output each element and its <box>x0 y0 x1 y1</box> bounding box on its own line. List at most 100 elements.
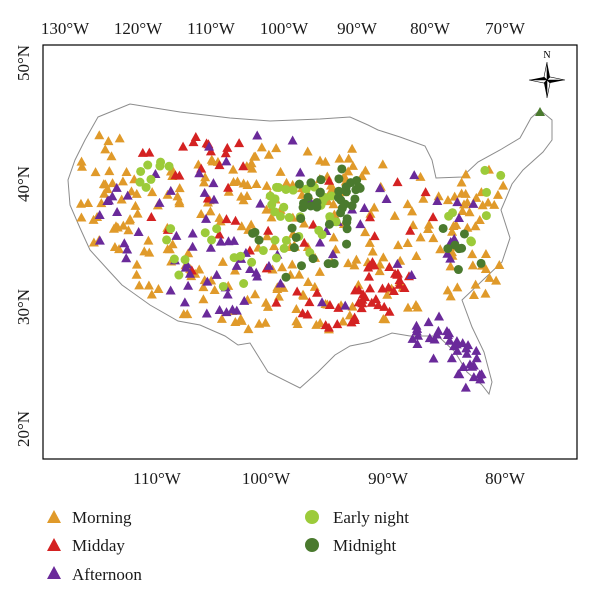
morning-marker <box>143 235 154 245</box>
afternoon-marker <box>187 241 198 251</box>
afternoon-marker <box>179 297 190 307</box>
bottom-tick-label: 80°W <box>485 469 526 488</box>
morning-marker <box>261 297 272 307</box>
afternoon-marker <box>287 135 298 145</box>
morning-marker <box>83 197 94 207</box>
midnight-marker <box>334 186 344 196</box>
early-night-marker <box>212 224 222 234</box>
morning-marker <box>471 192 482 202</box>
morning-marker <box>343 153 354 163</box>
morning-marker <box>153 284 164 294</box>
midnight-marker <box>535 107 545 116</box>
morning-marker <box>261 180 272 190</box>
midnight-marker <box>287 223 297 233</box>
top-tick-label: 80°W <box>410 19 451 38</box>
midday-marker <box>221 214 232 224</box>
midday-marker <box>238 161 249 171</box>
morning-marker <box>200 172 211 182</box>
morning-marker <box>326 180 337 190</box>
morning-marker <box>442 195 453 205</box>
morning-marker <box>75 198 86 208</box>
latitude-tick-label: 50°N <box>14 45 33 81</box>
morning-marker <box>374 266 385 276</box>
midday-marker <box>379 301 390 311</box>
morning-marker <box>229 265 240 275</box>
afternoon-marker <box>295 167 306 177</box>
afternoon-marker <box>122 244 133 254</box>
afternoon-marker <box>263 260 274 270</box>
early-night-marker <box>272 182 282 192</box>
afternoon-marker <box>121 253 132 263</box>
midnight-marker <box>342 224 352 234</box>
afternoon-marker <box>171 230 182 240</box>
morning-marker <box>117 176 128 186</box>
morning-marker <box>292 318 303 328</box>
afternoon-marker <box>412 338 423 348</box>
morning-marker <box>423 219 434 229</box>
morning-marker <box>114 244 125 254</box>
morning-marker <box>216 313 227 323</box>
morning-marker <box>102 184 113 194</box>
midday-marker <box>299 237 310 247</box>
morning-marker <box>250 289 261 299</box>
early-night-marker <box>279 243 289 253</box>
midday-marker <box>222 142 233 152</box>
midnight-marker <box>248 228 258 238</box>
morning-marker <box>492 189 503 199</box>
afternoon-marker <box>409 170 420 180</box>
afternoon-marker <box>423 317 434 327</box>
afternoon-marker <box>183 280 194 290</box>
afternoon-marker <box>471 345 482 355</box>
afternoon-marker <box>208 178 219 188</box>
midday-marker <box>356 303 367 313</box>
morning-marker <box>474 214 485 224</box>
midnight-marker <box>306 201 316 211</box>
afternoon-marker <box>452 345 463 355</box>
midday-marker <box>302 309 313 319</box>
afternoon-marker <box>381 193 392 203</box>
midday-marker <box>392 269 403 279</box>
afternoon-marker <box>468 372 479 382</box>
morning-marker <box>100 144 111 154</box>
midday-marker <box>420 187 431 197</box>
early-night-marker <box>331 217 341 227</box>
morning-marker <box>452 282 463 292</box>
early-night-marker <box>480 165 490 175</box>
midnight-marker <box>438 223 448 233</box>
midnight-marker <box>450 240 460 250</box>
morning-marker <box>298 290 309 300</box>
morning-marker <box>456 177 467 187</box>
legend-midday-marker <box>47 538 61 551</box>
afternoon-marker <box>315 237 326 247</box>
early-night-marker <box>146 174 156 184</box>
morning-marker <box>116 194 127 204</box>
midday-marker <box>405 225 416 235</box>
afternoon-marker <box>214 304 225 314</box>
midday-marker <box>178 141 189 151</box>
latitude-tick-label: 20°N <box>14 411 33 447</box>
morning-marker <box>266 212 277 222</box>
morning-marker <box>198 177 209 187</box>
morning-marker <box>402 199 413 209</box>
latitude-ticks: 50°N 40°N 30°N 20°N <box>14 45 33 447</box>
morning-marker <box>194 264 205 274</box>
afternoon-marker <box>446 353 457 363</box>
morning-marker <box>338 316 349 326</box>
early-night-marker <box>143 160 153 170</box>
afternoon-marker <box>460 382 471 392</box>
legend: Morning Midday Afternoon Early night Mid… <box>47 508 409 584</box>
morning-marker <box>143 280 154 290</box>
morning-marker <box>291 304 302 314</box>
afternoon-marker <box>444 335 455 345</box>
afternoon-marker <box>201 213 212 223</box>
morning-marker <box>468 289 479 299</box>
midnight-marker <box>291 232 301 242</box>
midnight-marker <box>476 258 486 268</box>
morning-marker <box>448 220 459 230</box>
morning-marker <box>353 279 364 289</box>
midday-marker <box>214 229 225 239</box>
morning-marker <box>464 207 475 217</box>
midday-marker <box>146 211 157 221</box>
latitude-tick-label: 40°N <box>14 166 33 202</box>
afternoon-marker <box>94 210 105 220</box>
